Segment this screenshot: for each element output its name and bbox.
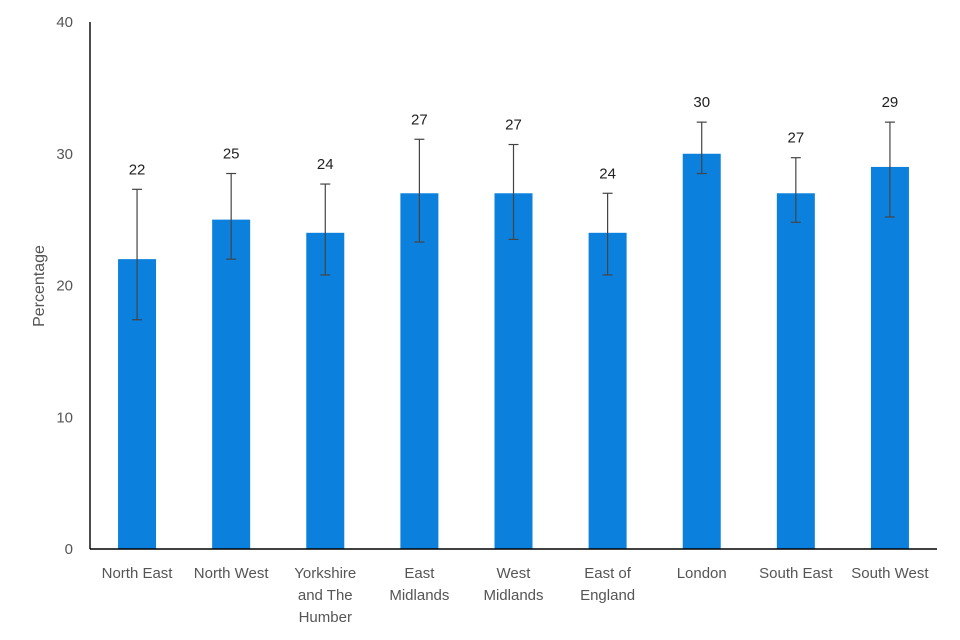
y-tick-label: 10 [56,409,73,426]
bar [776,193,815,549]
data-label: 30 [693,94,710,111]
bar [588,232,627,550]
x-tick-label: West Midlands [483,565,543,604]
y-tick-label: 0 [65,541,73,558]
data-label: 22 [129,161,146,178]
y-tick-label: 30 [56,146,73,163]
data-label: 27 [787,130,804,147]
bar [212,219,251,549]
y-tick-label: 20 [56,278,73,295]
data-label: 27 [411,111,428,128]
x-tick-label: East Midlands [389,565,449,604]
bar [306,232,345,550]
bar [682,153,721,549]
data-label: 24 [317,156,334,173]
bars-layer [118,153,909,550]
data-label: 29 [882,94,899,111]
data-labels-layer: 22 25 24 27 27 24 30 27 29 [129,94,899,182]
y-axis-label: Percentage [31,245,48,327]
x-tick-label: South West [851,565,929,582]
bar [400,193,439,549]
x-tick-label: East of England [580,565,635,604]
data-label: 25 [223,146,240,163]
x-tick-label: London [677,565,727,582]
x-tick-label: Yorkshire and The Humber [294,565,356,626]
data-label: 24 [599,165,616,182]
data-label: 27 [505,117,522,134]
axes-layer: North East North West Yorkshire and The Humb… [56,14,937,626]
x-tick-label: North West [194,565,270,582]
error-bars-layer [132,121,895,321]
x-tick-label: North East [102,565,174,582]
x-tick-label: South East [759,565,833,582]
y-tick-label: 40 [56,14,73,31]
bar [494,193,533,549]
bar [870,166,909,550]
